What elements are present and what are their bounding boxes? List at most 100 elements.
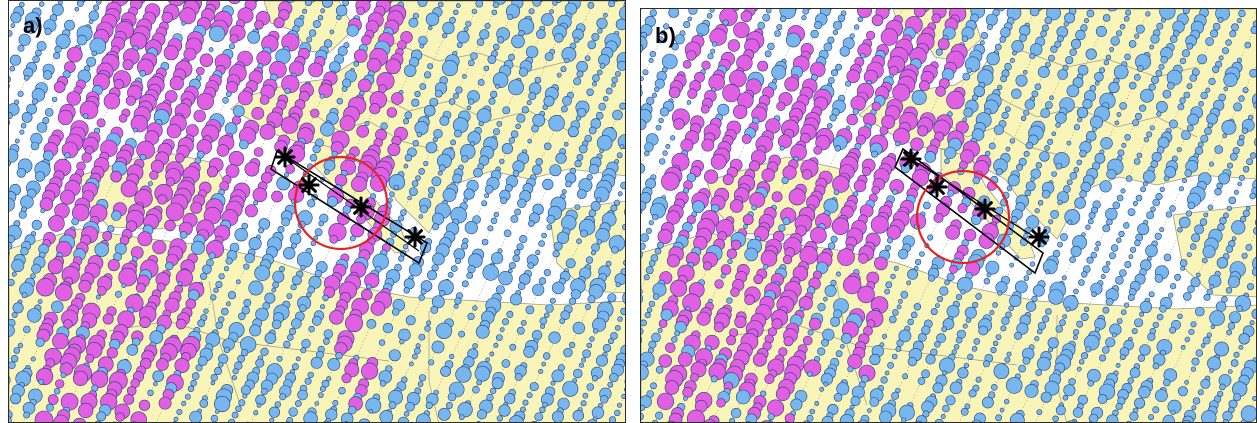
footprint-circle xyxy=(619,102,625,110)
footprint-circle xyxy=(405,401,415,412)
footprint-circle xyxy=(767,399,785,417)
footprint-circle xyxy=(840,344,845,349)
footprint-circle xyxy=(880,28,899,46)
footprint-circle xyxy=(1241,252,1248,259)
footprint-circle xyxy=(1154,274,1164,283)
footprint-circle xyxy=(491,252,504,265)
footprint-circle xyxy=(782,217,791,226)
footprint-circle xyxy=(551,369,565,383)
footprint-circle xyxy=(907,318,915,326)
footprint-circle xyxy=(1117,149,1125,157)
footprint-circle xyxy=(1044,380,1060,396)
footprint-circle xyxy=(934,303,940,308)
footprint-circle xyxy=(561,189,567,195)
footprint-circle xyxy=(96,411,107,422)
footprint-circle xyxy=(21,292,28,299)
footprint-circle xyxy=(121,283,127,288)
footprint-circle xyxy=(563,347,573,358)
footprint-circle xyxy=(1201,257,1208,264)
footprint-circle xyxy=(288,327,297,336)
footprint-circle xyxy=(329,234,339,244)
footprint-circle xyxy=(578,144,588,154)
footprint-circle xyxy=(776,24,783,31)
footprint-circle xyxy=(1200,91,1208,100)
footprint-circle xyxy=(210,374,218,382)
footprint-circle xyxy=(147,181,153,187)
footprint-circle xyxy=(441,60,458,77)
footprint-circle xyxy=(329,29,335,35)
footprint-circle xyxy=(869,397,879,407)
footprint-circle xyxy=(214,366,223,375)
footprint-circle xyxy=(1102,224,1111,233)
footprint-circle xyxy=(799,246,818,265)
footprint-circle xyxy=(10,393,22,405)
footprint-circle xyxy=(845,80,852,87)
footprint-circle xyxy=(380,122,388,130)
footprint-circle xyxy=(749,160,761,172)
footprint-circle xyxy=(1142,181,1148,187)
footprint-circle xyxy=(149,330,164,345)
footprint-circle xyxy=(531,420,538,422)
footprint-circle xyxy=(218,316,225,323)
footprint-circle xyxy=(901,417,907,422)
footprint-circle xyxy=(548,331,561,344)
footprint-circle xyxy=(1055,405,1066,416)
footprint-circle xyxy=(307,285,316,294)
asterisk-icon xyxy=(974,198,996,220)
footprint-circle xyxy=(541,13,554,26)
footprint-circle xyxy=(126,385,137,396)
footprint-circle xyxy=(599,395,609,404)
footprint-circle xyxy=(1203,212,1209,218)
footprint-circle xyxy=(1083,306,1090,312)
footprint-circle xyxy=(1200,134,1209,143)
footprint-circle xyxy=(696,311,711,326)
footprint-circle xyxy=(1150,75,1159,84)
footprint-circle xyxy=(1044,61,1051,68)
footprint-circle xyxy=(1222,419,1229,422)
footprint-circle xyxy=(966,67,972,74)
footprint-circle xyxy=(1115,30,1123,37)
footprint-circle xyxy=(34,410,54,422)
footprint-circle xyxy=(11,259,25,273)
footprint-circle xyxy=(522,399,529,406)
footprint-circle xyxy=(572,321,585,335)
footprint-circle xyxy=(982,360,990,368)
footprint-circle xyxy=(492,1,500,9)
footprint-circle xyxy=(239,139,249,150)
footprint-circle xyxy=(318,392,324,398)
footprint-circle xyxy=(596,69,603,76)
footprint-circle xyxy=(445,401,453,409)
footprint-circle xyxy=(1116,237,1122,243)
footprint-circle xyxy=(1139,300,1153,314)
footprint-circle xyxy=(599,148,604,154)
footprint-circle xyxy=(741,134,752,144)
footprint-circle xyxy=(322,337,330,345)
footprint-circle xyxy=(255,358,265,368)
footprint-circle xyxy=(325,408,338,421)
footprint-circle xyxy=(1236,138,1245,147)
footprint-circle xyxy=(499,158,505,165)
footprint-circle xyxy=(96,118,106,128)
footprint-circle xyxy=(210,380,216,386)
footprint-circle xyxy=(385,58,402,75)
footprint-circle xyxy=(832,175,850,193)
footprint-circle xyxy=(654,86,660,93)
footprint-circle xyxy=(833,189,840,196)
footprint-circle xyxy=(478,155,490,166)
footprint-circle xyxy=(76,1,84,7)
footprint-circle xyxy=(1085,130,1097,142)
footprint-circle xyxy=(641,84,642,90)
footprint-circle xyxy=(1023,233,1029,239)
footprint-circle xyxy=(302,8,308,14)
footprint-circle xyxy=(9,119,10,126)
footprint-circle xyxy=(306,36,313,43)
footprint-circle xyxy=(31,263,42,274)
footprint-circle xyxy=(720,264,732,275)
footprint-circle xyxy=(439,115,450,126)
footprint-circle xyxy=(551,410,564,422)
footprint-circle xyxy=(1009,138,1016,144)
footprint-circle xyxy=(442,32,448,39)
footprint-circle xyxy=(527,262,535,269)
footprint-circle xyxy=(9,54,22,66)
footprint-circle xyxy=(115,290,123,298)
